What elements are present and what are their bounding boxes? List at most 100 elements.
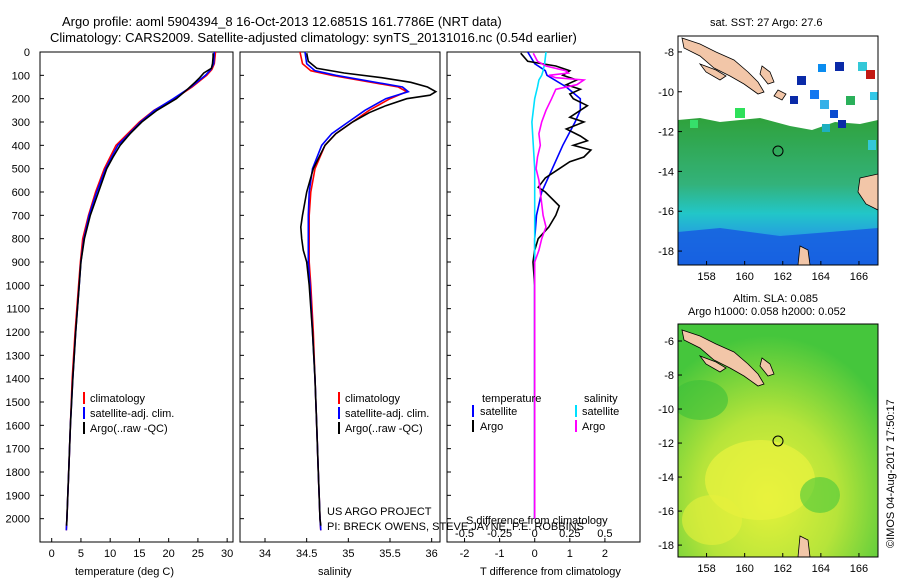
x-tick-label: 35 [342,548,354,560]
sst-cold-band [678,228,878,265]
x-top-tick-label: 0.25 [559,528,580,540]
legend-header-temperature: temperature [482,393,541,405]
x-tick-label: 35.5 [379,548,400,560]
temperature-xlabel: temperature (deg C) [75,566,174,578]
sla-map-title: Altim. SLA: 0.085 [733,293,818,305]
lat-tick-label: -12 [658,127,674,139]
difference-top-xlabel: S difference from climatology [466,515,608,527]
sst-map-frame [677,35,879,266]
legend-label-satellite: satellite-adj. clim. [345,408,429,420]
sst-pixel [820,100,829,109]
sst-bright-pixel [735,108,745,118]
lon-tick-label: 160 [735,563,753,575]
x-tick-label: 34 [259,548,271,560]
sst-map [678,36,878,265]
sst-pixel [838,120,846,128]
difference-xlabel: T difference from climatology [480,566,621,578]
sla-low-patch [678,380,728,420]
legend-label-s-argo: Argo [582,421,605,433]
lon-tick-label: 164 [812,271,830,283]
salinity-panel [239,51,441,543]
x-tick-label: 0 [532,548,538,560]
depth-tick-label: 1900 [6,490,30,502]
sst-pixel [846,96,855,105]
legend-header-salinity: salinity [584,393,618,405]
x-top-tick-label: -0.5 [455,528,474,540]
series-line-t-argo [520,52,593,519]
depth-tick-label: 700 [12,210,30,222]
depth-tick-label: 400 [12,140,30,152]
sst-pixel [866,70,875,79]
lat-tick-label: -8 [664,370,674,382]
sst-pixel [830,110,838,118]
lat-tick-label: -12 [658,438,674,450]
land-island [759,65,775,85]
sla-map [678,324,878,557]
series-line-climatology [299,52,409,531]
legend-label-s-satellite: satellite [582,406,619,418]
sla-high-patch [705,440,815,520]
project-label: US ARGO PROJECT [327,506,432,518]
sst-pixel [818,64,826,72]
x-tick-label: 0 [49,548,55,560]
x-tick-label: 20 [163,548,175,560]
sla-low-patch [800,477,840,513]
imos-credit: ©IMOS 04-Aug-2017 17:50:17 [885,399,897,548]
land-island [773,89,787,101]
x-top-tick-label: 0.5 [597,528,612,540]
x-tick-label: 1 [567,548,573,560]
lat-tick-label: -8 [664,47,674,59]
depth-tick-label: 2000 [6,514,30,526]
difference-panel [446,51,641,543]
x-tick-label: -1 [495,548,505,560]
legend-label-t-argo: Argo [480,421,503,433]
lat-tick-label: -18 [658,540,674,552]
sst-map-title: sat. SST: 27 Argo: 27.6 [710,17,823,29]
series-line-s-argo [532,52,587,519]
lat-tick-label: -14 [658,472,674,484]
land-island [698,63,727,81]
x-tick-label: 5 [78,548,84,560]
depth-tick-label: 1100 [6,304,30,316]
depth-tick-label: 1300 [6,350,30,362]
salinity-legend: climatology satellite-adj. clim. Argo(..… [338,392,429,435]
salinity-xlabel: salinity [318,566,352,578]
lat-tick-label: -10 [658,87,674,99]
depth-tick-label: 1200 [6,327,30,339]
legend-label-argo: Argo(..raw -QC) [90,423,168,435]
difference-legend: temperature salinity satellite Argo sate… [472,393,619,433]
lat-tick-label: -16 [658,206,674,218]
sst-pixel [868,140,876,150]
x-top-tick-label: -0.25 [487,528,512,540]
land-solomon [681,329,765,387]
x-tick-label: 15 [133,548,145,560]
x-tick-label: 2 [602,548,608,560]
depth-tick-label: 0 [24,47,30,59]
legend-label-climatology: climatology [345,393,401,405]
land-solomon [681,37,765,95]
lat-tick-label: -10 [658,404,674,416]
depth-tick-label: 1800 [6,467,30,479]
depth-tick-label: 800 [12,234,30,246]
depth-tick-label: 600 [12,187,30,199]
x-tick-label: 10 [104,548,116,560]
depth-tick-label: 1500 [6,397,30,409]
header-line-2: Climatology: CARS2009. Satellite-adjuste… [50,30,577,45]
lat-tick-label: -18 [658,246,674,258]
lon-tick-label: 158 [697,563,715,575]
sla-map-subtitle: Argo h1000: 0.058 h2000: 0.052 [688,306,846,318]
depth-tick-label: 1000 [6,280,30,292]
depth-tick-label: 500 [12,164,30,176]
x-tick-label: 36 [426,548,438,560]
series-line-t-satellite [527,52,582,519]
sla-high-patch [682,495,742,545]
sst-pixel [790,96,798,104]
x-tick-label: 34.5 [296,548,317,560]
lon-tick-label: 162 [774,271,792,283]
land-island [857,173,878,211]
lon-tick-label: 158 [697,271,715,283]
sst-pixel [835,62,844,71]
depth-tick-label: 1600 [6,420,30,432]
x-tick-label: 30 [221,548,233,560]
